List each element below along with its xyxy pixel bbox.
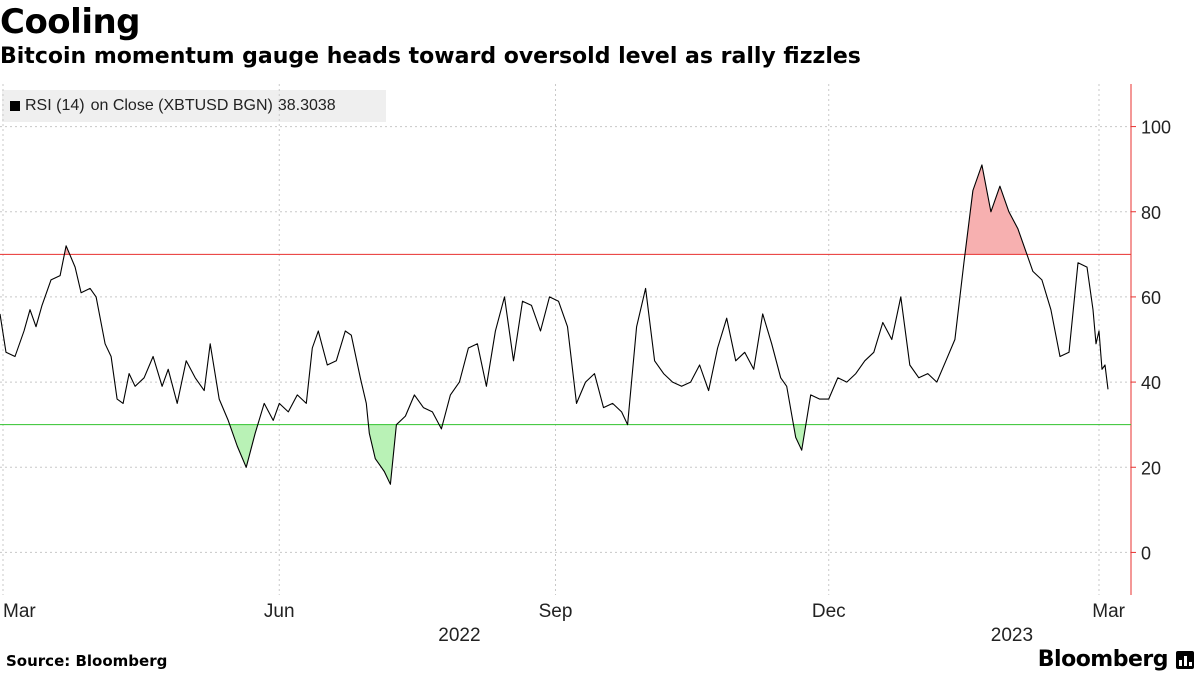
legend: RSI (14) on Close (XBTUSD BGN) 38.3038 bbox=[2, 90, 386, 122]
x-tick-label: Sep bbox=[539, 601, 573, 622]
y-tick-label: 60 bbox=[1141, 288, 1161, 308]
oversold-fill bbox=[368, 424, 397, 485]
legend-swatch bbox=[10, 101, 20, 111]
x-tick-label: Jun bbox=[264, 601, 295, 622]
legend-series-label: RSI (14) bbox=[25, 97, 85, 114]
y-tick-label: 0 bbox=[1141, 543, 1151, 563]
legend-last-value: 38.3038 bbox=[277, 97, 336, 114]
chart-subtitle: Bitcoin momentum gauge heads toward over… bbox=[0, 44, 861, 69]
x-tick-label: Dec bbox=[812, 601, 846, 622]
overbought-fill bbox=[964, 164, 1027, 255]
y-tick-label: 80 bbox=[1141, 203, 1161, 223]
chart-title: Cooling bbox=[0, 2, 141, 42]
x-tick-label: Mar bbox=[1092, 601, 1125, 622]
oversold-fill bbox=[793, 424, 806, 451]
source-note: Source: Bloomberg bbox=[6, 652, 168, 670]
x-year-label: 2023 bbox=[991, 625, 1033, 646]
x-year-label: 2022 bbox=[438, 625, 480, 646]
y-tick-label: 40 bbox=[1141, 373, 1161, 393]
legend-series-desc: on Close (XBTUSD BGN) bbox=[90, 97, 273, 114]
y-tick-label: 100 bbox=[1141, 118, 1171, 138]
rsi-series-line bbox=[0, 164, 1109, 485]
y-tick-label: 20 bbox=[1141, 458, 1161, 478]
oversold-fill bbox=[229, 424, 258, 468]
x-tick-label: Mar bbox=[3, 601, 36, 622]
brand-logo: Bloomberg bbox=[1037, 647, 1169, 672]
bloomberg-chart-icon bbox=[1176, 651, 1194, 669]
